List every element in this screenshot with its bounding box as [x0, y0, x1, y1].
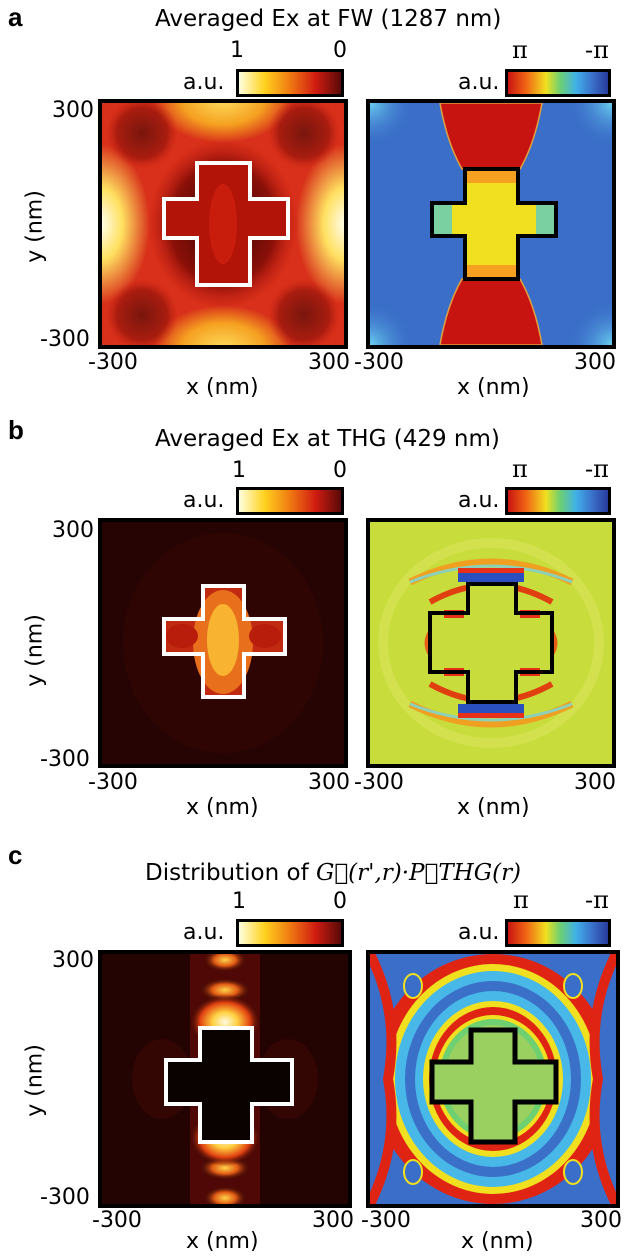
panel-a-title: Averaged Ex at FW (1287 nm)	[155, 6, 502, 32]
colorbar-phase-b-min: -π	[585, 455, 609, 483]
x-axis-label-c-2: x (nm)	[461, 1229, 534, 1254]
colorbar-amp-a	[236, 69, 344, 97]
colorbar-phase-c-unit: a.u.	[458, 920, 500, 945]
colorbar-phase-c-max: π	[513, 886, 529, 914]
colorbar-amp-b-max: 1	[232, 458, 246, 483]
panel-label-c: c	[8, 840, 23, 870]
y-axis-label-b: y (nm)	[22, 614, 48, 687]
y-axis-label-c: y (nm)	[22, 1044, 48, 1117]
x-axis-label-b-2: x (nm)	[457, 795, 530, 820]
y-tick-b-bottom: -300	[40, 747, 90, 772]
x-axis-label-b-1: x (nm)	[186, 795, 259, 820]
y-tick-c-bottom: -300	[40, 1185, 90, 1210]
panel-label-b: b	[8, 415, 24, 445]
y-axis-label-a: y (nm)	[22, 190, 48, 263]
x-tick-b-right-2: 300	[574, 770, 616, 795]
x-tick-c-left-2: -300	[361, 1208, 411, 1233]
colorbar-phase-b-unit: a.u.	[458, 488, 500, 513]
x-tick-c-left-1: -300	[92, 1208, 142, 1233]
colorbar-phase-c-min: -π	[585, 886, 609, 914]
x-tick-b-right-1: 300	[308, 770, 350, 795]
y-tick-a-top: 300	[52, 98, 94, 123]
phase-map-b	[366, 518, 616, 768]
colorbar-phase-b-max: π	[512, 455, 528, 483]
colorbar-amp-c-max: 1	[232, 889, 246, 914]
colorbar-phase-c	[505, 919, 611, 947]
colorbar-phase-a-max: π	[512, 36, 528, 64]
phase-map-a	[366, 99, 616, 349]
panel-label-a: a	[8, 2, 23, 32]
colorbar-amp-b-min: 0	[333, 458, 347, 483]
colorbar-phase-a	[505, 69, 611, 97]
x-tick-c-right-1: 300	[312, 1208, 354, 1233]
colorbar-amp-a-min: 0	[333, 38, 347, 63]
y-tick-a-bottom: -300	[40, 327, 90, 352]
y-tick-c-top: 300	[52, 948, 94, 973]
amplitude-map-a	[98, 99, 348, 349]
amplitude-map-c	[98, 950, 352, 1208]
colorbar-amp-c-min: 0	[333, 889, 347, 914]
colorbar-amp-a-unit: a.u.	[183, 70, 225, 95]
x-axis-label-a-2: x (nm)	[457, 375, 530, 400]
panel-b-title: Averaged Ex at THG (429 nm)	[155, 426, 500, 452]
x-tick-c-right-2: 300	[580, 1208, 622, 1233]
x-tick-b-left-2: -300	[354, 770, 404, 795]
x-tick-b-left-1: -300	[88, 770, 138, 795]
amplitude-map-b	[98, 518, 348, 768]
phase-map-c	[366, 950, 620, 1208]
x-axis-label-c-1: x (nm)	[186, 1229, 259, 1254]
panel-c-title-formula: G⃡(r',r)·P⃗THG(r)	[315, 860, 522, 886]
x-axis-label-a-1: x (nm)	[186, 375, 259, 400]
colorbar-phase-a-min: -π	[585, 36, 609, 64]
colorbar-amp-b-unit: a.u.	[183, 488, 225, 513]
x-tick-a-left-2: -300	[354, 350, 404, 375]
x-tick-a-right-1: 300	[308, 350, 350, 375]
x-tick-a-right-2: 300	[574, 350, 616, 375]
colorbar-amp-b	[236, 487, 344, 515]
y-tick-b-top: 300	[52, 518, 94, 543]
colorbar-amp-c-unit: a.u.	[183, 920, 225, 945]
colorbar-phase-b	[505, 487, 611, 515]
colorbar-amp-a-max: 1	[230, 38, 244, 63]
x-tick-a-left-1: -300	[88, 350, 138, 375]
panel-c-title: Distribution of G⃡(r',r)·P⃗THG(r)	[145, 860, 521, 886]
colorbar-amp-c	[236, 919, 344, 947]
colorbar-phase-a-unit: a.u.	[458, 70, 500, 95]
panel-c-title-prefix: Distribution of	[145, 860, 309, 886]
